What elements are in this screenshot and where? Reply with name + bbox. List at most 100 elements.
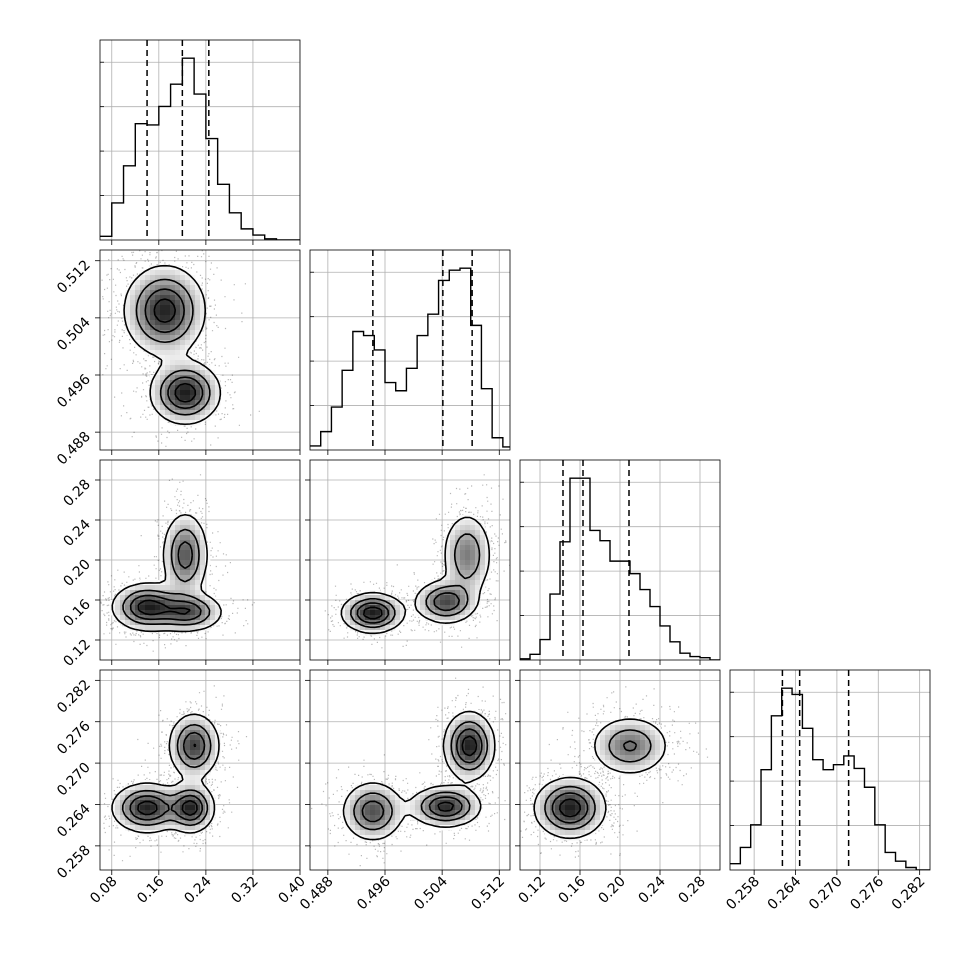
density-cell (650, 765, 656, 771)
density-cell (630, 760, 636, 766)
density-cell (350, 600, 356, 606)
density-cell (440, 815, 446, 821)
density-cell (190, 400, 196, 406)
density-cell (155, 595, 161, 601)
density-cell (460, 715, 466, 721)
density-cell (580, 785, 586, 791)
density-cell (655, 735, 661, 741)
density-cell (580, 805, 586, 811)
density-cell (160, 315, 166, 321)
density-cell (215, 385, 221, 391)
density-cell (165, 315, 171, 321)
density-cell (445, 750, 451, 756)
density-cell (455, 720, 461, 726)
density-cell (160, 405, 166, 411)
density-cell (130, 320, 136, 326)
density-cell (170, 340, 176, 346)
density-cell (470, 575, 476, 581)
density-cell (475, 555, 481, 561)
density-cell (360, 785, 366, 791)
density-cell (185, 370, 191, 376)
density-cell (460, 750, 466, 756)
density-cell (155, 270, 161, 276)
density-cell (185, 305, 191, 311)
density-cell (190, 280, 196, 286)
density-cell (180, 330, 186, 336)
density-cell (200, 535, 206, 541)
contour-line (533, 718, 666, 840)
density-cell (480, 745, 486, 751)
density-cell (415, 800, 421, 806)
density-cell (160, 790, 166, 796)
density-cell (415, 795, 421, 801)
density-cell (150, 375, 156, 381)
density-cell (460, 520, 466, 526)
density-cell (160, 410, 166, 416)
density-cell (125, 810, 131, 816)
contour-line (129, 540, 202, 621)
density-cell (175, 615, 181, 621)
density-cell (200, 730, 206, 736)
density-cell (180, 545, 186, 551)
density-cell (195, 725, 201, 731)
density-cell (450, 820, 456, 826)
density-cell (435, 615, 441, 621)
density-cell (185, 360, 191, 366)
density-cell (445, 595, 451, 601)
density-cell (180, 595, 186, 601)
density-cell (135, 800, 141, 806)
density-cell (370, 835, 376, 841)
density-cell (180, 720, 186, 726)
density-cell (210, 605, 216, 611)
density-cell (470, 600, 476, 606)
density-cell (595, 790, 601, 796)
x-tick-label: 0.16 (555, 873, 588, 906)
density-cell (465, 745, 471, 751)
contour-line (362, 606, 383, 620)
density-cell (400, 600, 406, 606)
density-cell (655, 730, 661, 736)
contour-line (121, 723, 212, 827)
density-cell (630, 725, 636, 731)
density-cell (450, 815, 456, 821)
density-cell (585, 825, 591, 831)
density-cell (175, 325, 181, 331)
density-cell (400, 815, 406, 821)
density-cell (450, 605, 456, 611)
density-cell (190, 600, 196, 606)
density-cell (120, 595, 126, 601)
density-cell (625, 725, 631, 731)
density-cell (200, 365, 206, 371)
density-cell (155, 405, 161, 411)
density-cell (190, 760, 196, 766)
density-cell (185, 340, 191, 346)
density-cell (170, 295, 176, 301)
density-cell (195, 740, 201, 746)
density-cell (455, 570, 461, 576)
density-cell (200, 760, 206, 766)
x-tick-label: 0.08 (87, 874, 120, 907)
density-cell (635, 755, 641, 761)
density-cell (450, 540, 456, 546)
density-cell (475, 745, 481, 751)
density-cell (150, 805, 156, 811)
density-cell (175, 585, 181, 591)
density-cell (180, 385, 186, 391)
density-cell (155, 385, 161, 391)
density-cell (170, 270, 176, 276)
density-cell (145, 345, 151, 351)
density-cell (620, 745, 626, 751)
density-cell (465, 790, 471, 796)
density-cell (205, 795, 211, 801)
density-cell (205, 815, 211, 821)
density-cell (460, 550, 466, 556)
density-cell (365, 820, 371, 826)
density-cell (475, 570, 481, 576)
density-cell (190, 420, 196, 426)
density-cell (170, 310, 176, 316)
density-cell (180, 725, 186, 731)
density-cell (460, 760, 466, 766)
density-cell (155, 275, 161, 281)
density-cell (150, 825, 156, 831)
